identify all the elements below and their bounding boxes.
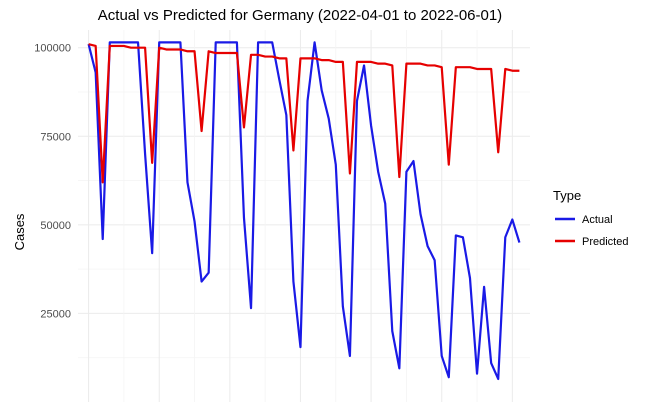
y-tick-label: 50000 [40, 220, 71, 232]
y-tick-label: 25000 [40, 308, 71, 320]
y-axis-label: Cases [12, 213, 27, 250]
legend-label-actual: Actual [582, 214, 613, 226]
y-tick-label: 100000 [34, 43, 71, 55]
legend: Type Actual Predicted [553, 188, 628, 248]
y-axis-ticks: 25000 50000 75000 100000 [34, 43, 71, 321]
chart-title: Actual vs Predicted for Germany (2022-04… [98, 7, 502, 24]
legend-label-predicted: Predicted [582, 236, 628, 248]
series-line-actual [87, 41, 521, 381]
y-tick-label: 75000 [40, 131, 71, 143]
series-line-predicted [88, 43, 520, 184]
legend-title: Type [553, 188, 581, 203]
plot-lines [87, 41, 521, 381]
